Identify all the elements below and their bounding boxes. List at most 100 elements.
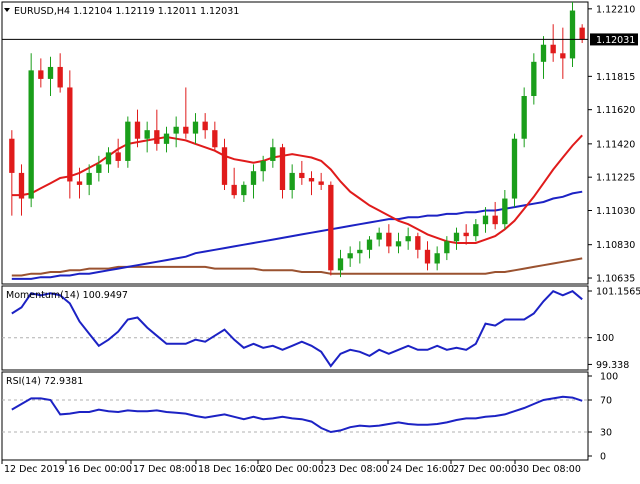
y-tick-label-mom-1: 100	[596, 333, 614, 344]
rsi-title: RSI(14) 72.9381	[6, 376, 83, 387]
candle-body	[105, 152, 112, 165]
y-tick-label-rsi-3: 0	[600, 452, 606, 463]
candle-body	[18, 172, 25, 199]
y-tick-label-main-1: 1.11815	[596, 72, 635, 83]
y-tick-label-rsi-1: 70	[600, 396, 612, 407]
candle-body	[347, 253, 353, 259]
candle-body	[47, 66, 54, 79]
candle-body	[502, 198, 508, 225]
y-tick-label-main-5: 1.11030	[596, 206, 635, 217]
candle-body	[125, 121, 131, 161]
candle-body	[424, 249, 431, 264]
y-tick-label-main-3: 1.11420	[596, 139, 635, 150]
candle-body	[550, 44, 556, 54]
candle-body	[202, 121, 208, 131]
candle-body	[405, 236, 411, 242]
rsi-line	[11, 395, 583, 434]
x-tick-label-8: 30 Dec 08:00	[517, 464, 581, 475]
candle-body	[67, 87, 73, 182]
candle-body	[212, 130, 218, 148]
candle-body	[540, 44, 547, 62]
candle-body	[521, 96, 527, 139]
candle-body	[28, 70, 34, 199]
pane-frame-rsi	[1, 371, 589, 461]
candle-body	[76, 181, 83, 185]
candle-body	[144, 130, 150, 139]
candle-body	[38, 70, 44, 79]
current-price-label: 1.12031	[596, 35, 635, 46]
candle-body	[579, 27, 585, 40]
candle-body	[221, 147, 228, 185]
candle-body	[289, 172, 295, 190]
candle-body	[270, 147, 276, 161]
candle-body	[308, 178, 315, 182]
candle-body	[463, 232, 469, 237]
candle-body	[173, 126, 179, 134]
candle-body	[453, 232, 460, 242]
candle-body	[231, 184, 237, 196]
y-tick-label-main-6: 1.10830	[596, 240, 635, 251]
candle-body	[192, 121, 199, 134]
candle-body	[299, 172, 305, 179]
x-tick-label-1: 16 Dec 00:00	[68, 464, 132, 475]
candle-body	[511, 138, 518, 199]
x-tick-label-7: 27 Dec 00:00	[453, 464, 517, 475]
candle-body	[154, 130, 160, 144]
x-tick-label-2: 17 Dec 08:00	[133, 464, 197, 475]
y-tick-label-rsi-0: 100	[600, 372, 618, 383]
pane-frame-mom	[1, 285, 589, 371]
candle-body	[279, 147, 286, 190]
candle-body	[492, 215, 498, 225]
pane-frame-main	[1, 1, 589, 285]
candle-body	[395, 241, 402, 247]
y-tick-label-mom-2: 99.338	[596, 360, 629, 371]
ma-mid-line	[11, 190, 583, 280]
candle-body	[376, 232, 382, 240]
candle-body	[115, 152, 121, 161]
candle-body	[260, 160, 266, 172]
y-tick-label-main-4: 1.11225	[596, 173, 635, 184]
candle-body	[57, 66, 63, 88]
candle-body	[183, 126, 189, 134]
ma-slow-line	[11, 257, 583, 277]
x-tick-label-6: 24 Dec 16:00	[390, 464, 454, 475]
momentum-title: Momentum(14) 100.9497	[6, 290, 128, 301]
x-tick-label-0: 12 Dec 2019	[4, 464, 65, 475]
candle-body	[96, 164, 102, 173]
candle-body	[241, 184, 247, 196]
candle-body	[163, 133, 170, 144]
candle-body	[86, 172, 92, 185]
momentum-line	[11, 290, 583, 368]
y-tick-label-mom-0: 101.1565	[596, 286, 640, 297]
x-tick-label-5: 23 Dec 08:00	[324, 464, 388, 475]
candle-body	[482, 215, 489, 225]
x-tick-label-4: 20 Dec 00:00	[260, 464, 324, 475]
chart-header: EURUSD,H4 1.12104 1.12119 1.12011 1.1203…	[14, 6, 239, 17]
candle-body	[9, 138, 15, 173]
candle-body	[318, 181, 324, 185]
candle-body	[531, 61, 537, 96]
candle-body	[134, 121, 141, 139]
y-tick-label-rsi-2: 30	[600, 428, 612, 439]
candle-body	[560, 53, 566, 59]
y-tick-label-main-2: 1.11620	[596, 105, 635, 116]
candle-body	[569, 10, 576, 59]
y-tick-label-main-7: 1.10635	[596, 274, 635, 285]
candle-body	[337, 258, 344, 271]
candle-body	[386, 232, 392, 247]
candle-body	[328, 184, 334, 271]
ma-fast-line	[11, 134, 583, 244]
dropdown-triangle-icon[interactable]	[4, 8, 10, 12]
candle-body	[415, 236, 421, 250]
current-price-label-bg	[590, 33, 638, 46]
candle-body	[357, 249, 363, 254]
candle-body	[250, 171, 257, 185]
candle-body	[473, 224, 479, 237]
y-tick-label-main-0: 1.12210	[596, 4, 635, 15]
candle-body	[444, 241, 450, 254]
candle-body	[366, 239, 373, 250]
x-tick-label-3: 18 Dec 16:00	[198, 464, 262, 475]
candle-body	[434, 253, 440, 264]
